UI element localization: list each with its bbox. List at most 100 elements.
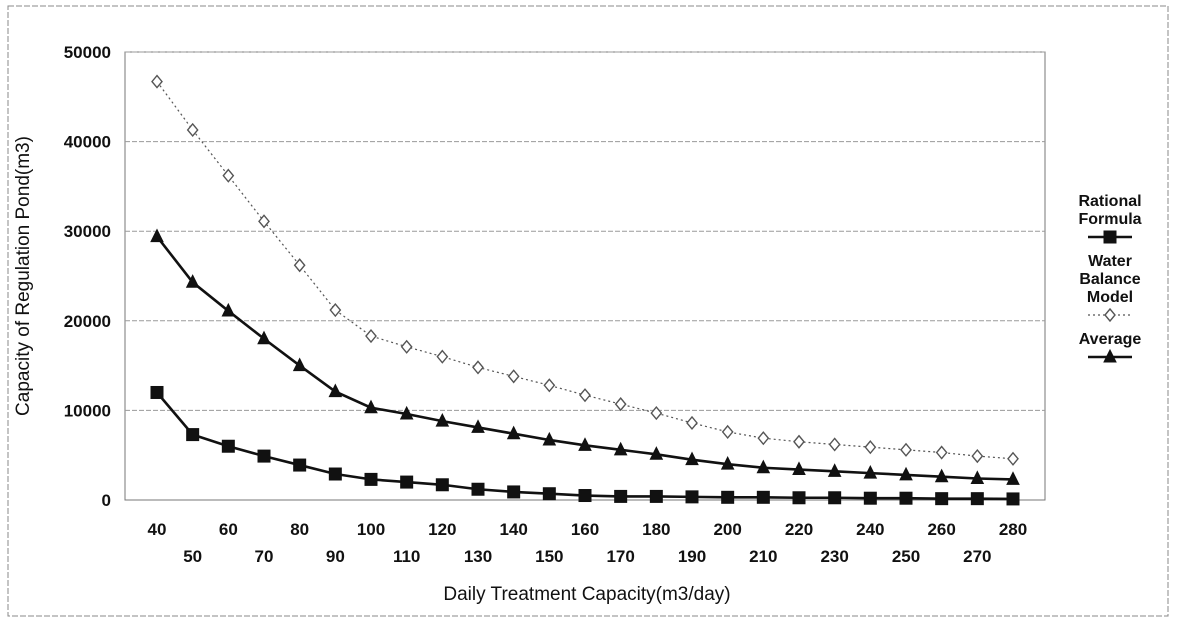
x-tick-label: 210 xyxy=(749,547,777,566)
legend-label: Rational xyxy=(1078,193,1141,210)
x-axis-label: Daily Treatment Capacity(m3/day) xyxy=(443,584,730,605)
data-point-water-balance-model xyxy=(473,361,483,373)
data-point-water-balance-model xyxy=(830,438,840,450)
data-point-water-balance-model xyxy=(937,447,947,459)
data-point-water-balance-model xyxy=(509,370,519,382)
x-tick-label: 110 xyxy=(393,547,420,566)
data-point-rational-formula xyxy=(187,429,199,441)
legend-entry-average: Average xyxy=(1079,331,1142,362)
x-tick-label: 160 xyxy=(571,520,599,539)
data-point-rational-formula xyxy=(829,492,841,504)
x-tick-label: 200 xyxy=(713,520,741,539)
x-tick-label: 140 xyxy=(499,520,527,539)
legend-label: Water xyxy=(1088,253,1132,270)
x-tick-label: 60 xyxy=(219,520,238,539)
gridlines xyxy=(125,52,1045,410)
data-point-rational-formula xyxy=(329,468,341,480)
data-point-rational-formula xyxy=(615,490,627,502)
legend-label: Average xyxy=(1079,331,1142,348)
data-point-rational-formula xyxy=(900,492,912,504)
data-point-rational-formula xyxy=(793,492,805,504)
data-point-water-balance-model xyxy=(437,351,447,363)
plot-area-border xyxy=(125,52,1045,500)
data-point-rational-formula xyxy=(757,491,769,503)
legend-marker-rational-formula xyxy=(1104,231,1116,243)
x-tick-label: 260 xyxy=(927,520,955,539)
data-point-water-balance-model xyxy=(223,170,233,182)
legend-marker-water-balance-model xyxy=(1105,309,1115,321)
data-point-average xyxy=(222,304,234,316)
x-tick-label: 80 xyxy=(290,520,309,539)
data-point-rational-formula xyxy=(365,473,377,485)
data-point-rational-formula xyxy=(579,490,591,502)
y-tick-label: 20000 xyxy=(64,312,111,331)
data-point-average xyxy=(258,332,270,344)
x-tick-label: 150 xyxy=(535,547,563,566)
legend-label: Model xyxy=(1087,289,1133,306)
data-point-water-balance-model xyxy=(723,426,733,438)
x-tick-label: 100 xyxy=(357,520,385,539)
data-point-water-balance-model xyxy=(295,259,305,271)
x-tick-label: 90 xyxy=(326,547,345,566)
x-tick-label: 190 xyxy=(678,547,706,566)
data-point-water-balance-model xyxy=(402,341,412,353)
series-average xyxy=(151,230,1019,485)
x-tick-label: 180 xyxy=(642,520,670,539)
x-tick-label: 240 xyxy=(856,520,884,539)
x-tick-label: 130 xyxy=(464,547,492,566)
data-point-water-balance-model xyxy=(794,436,804,448)
legend-label: Balance xyxy=(1079,271,1140,288)
x-tick-label: 250 xyxy=(892,547,920,566)
data-point-water-balance-model xyxy=(366,330,376,342)
data-point-rational-formula xyxy=(543,488,555,500)
data-point-rational-formula xyxy=(650,490,662,502)
y-axis-label: Capacity of Regulation Pond(m3) xyxy=(13,136,34,416)
y-tick-label: 30000 xyxy=(64,222,111,241)
legend-entry-rational-formula: RationalFormula xyxy=(1078,193,1141,243)
x-tick-label: 70 xyxy=(255,547,274,566)
data-point-rational-formula xyxy=(222,440,234,452)
y-tick-label: 50000 xyxy=(64,43,111,62)
y-tick-label: 40000 xyxy=(64,133,111,152)
data-point-water-balance-model xyxy=(616,398,626,410)
y-axis-ticks: 0 10000 20000 30000 40000 50000 xyxy=(64,43,111,510)
data-point-water-balance-model xyxy=(580,389,590,401)
data-point-water-balance-model xyxy=(330,304,340,316)
series-water-balance-model xyxy=(152,76,1018,465)
data-series xyxy=(151,76,1019,505)
data-point-water-balance-model xyxy=(544,379,554,391)
data-point-rational-formula xyxy=(294,459,306,471)
data-point-rational-formula xyxy=(722,491,734,503)
data-point-rational-formula xyxy=(258,450,270,462)
data-point-water-balance-model xyxy=(865,441,875,453)
x-tick-label: 120 xyxy=(428,520,456,539)
x-tick-label: 280 xyxy=(999,520,1027,539)
data-point-water-balance-model xyxy=(972,450,982,462)
data-point-rational-formula xyxy=(936,493,948,505)
data-point-water-balance-model xyxy=(651,407,661,419)
data-point-average xyxy=(329,385,341,397)
data-point-water-balance-model xyxy=(901,444,911,456)
data-point-rational-formula xyxy=(864,492,876,504)
x-tick-label: 220 xyxy=(785,520,813,539)
data-point-rational-formula xyxy=(686,491,698,503)
legend-label: Formula xyxy=(1078,211,1141,228)
data-point-rational-formula xyxy=(151,386,163,398)
y-tick-label: 10000 xyxy=(64,401,111,420)
data-point-water-balance-model xyxy=(1008,453,1018,465)
x-tick-label: 270 xyxy=(963,547,991,566)
data-point-rational-formula xyxy=(436,479,448,491)
data-point-rational-formula xyxy=(1007,493,1019,505)
x-tick-label: 170 xyxy=(606,547,634,566)
x-axis-ticks: 40 50 60 70 80 90 100 110 120 130 140 150 160 170 180 1… xyxy=(148,520,1028,566)
data-point-rational-formula xyxy=(401,476,413,488)
y-tick-label: 0 xyxy=(102,491,111,510)
data-point-water-balance-model xyxy=(758,432,768,444)
x-tick-label: 230 xyxy=(820,547,848,566)
x-tick-label: 40 xyxy=(148,520,167,539)
data-point-rational-formula xyxy=(472,483,484,495)
